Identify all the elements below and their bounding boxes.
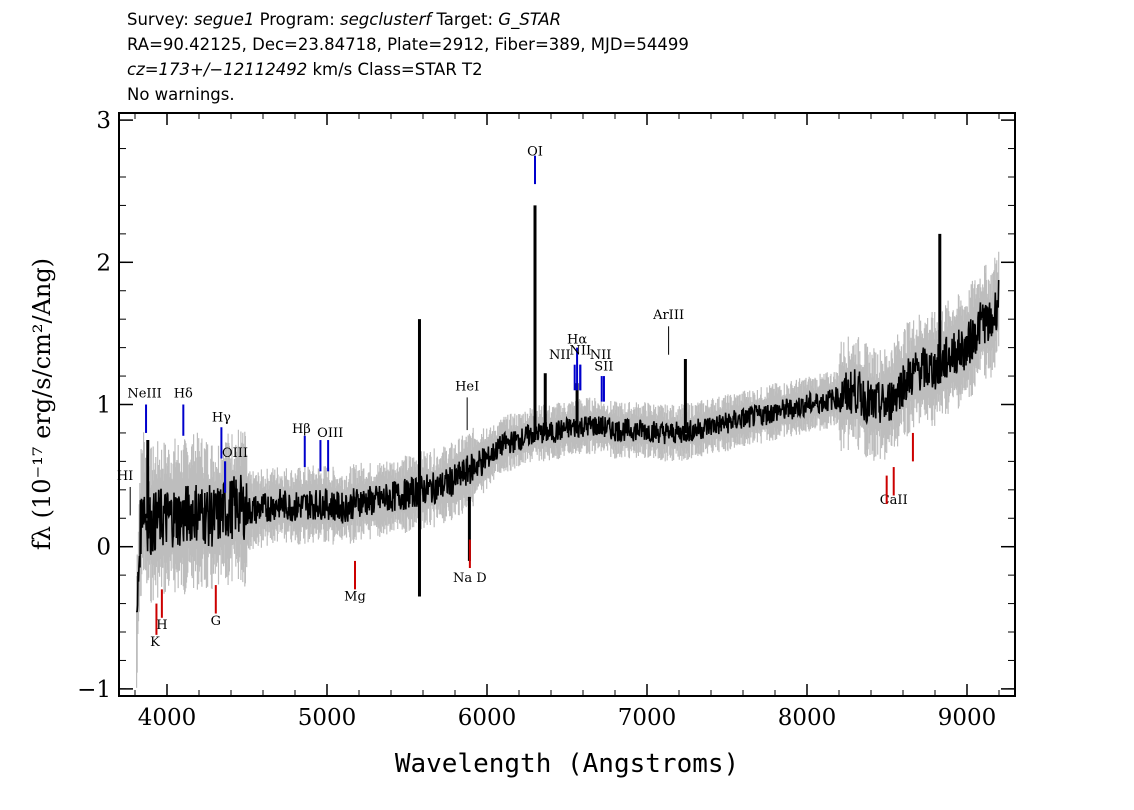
- line-label: HI: [117, 469, 133, 484]
- survey-value: segue1: [194, 10, 255, 29]
- target-value: G_STAR: [498, 10, 562, 29]
- line-label: Mg: [344, 590, 366, 605]
- line-label: G: [211, 614, 221, 629]
- line-label: ArIII: [652, 308, 684, 323]
- target-label: Target:: [436, 10, 494, 29]
- line-label: NII: [590, 348, 612, 363]
- header-line-1: Survey: segue1 Program: segclusterf Targ…: [127, 10, 561, 30]
- redshift-value: cz=173+/−12112492: [127, 60, 308, 79]
- header-line-3: cz=173+/−12112492 km/s Class=STAR T2: [127, 60, 483, 80]
- axes: 4000 5000 6000 7000 8000 9000 −1 0 1 2 3: [77, 108, 1015, 731]
- y-tick-label: 1: [96, 393, 111, 419]
- line-label: Hβ: [292, 422, 311, 437]
- line-label: CaII: [880, 493, 908, 508]
- x-tick-label: 7000: [618, 705, 677, 731]
- line-label: Hγ: [212, 411, 231, 426]
- x-axis-label: Wavelength (Angstroms): [395, 749, 739, 779]
- line-label: H: [156, 618, 167, 633]
- line-label: NII: [569, 344, 591, 359]
- program-value: segclusterf: [340, 10, 432, 29]
- y-tick-label: 2: [96, 250, 111, 276]
- line-label: SII: [594, 359, 613, 374]
- line-label: HeI: [455, 379, 479, 394]
- line-label: Hδ: [174, 386, 193, 401]
- x-tick-label: 9000: [938, 705, 997, 731]
- x-tick-label: 5000: [298, 705, 357, 731]
- class-text: km/s Class=STAR T2: [307, 60, 483, 79]
- line-label: OI: [527, 145, 543, 160]
- y-tick-label: −1: [77, 677, 111, 703]
- x-tick-label: 6000: [458, 705, 517, 731]
- flux-series: [135, 205, 1000, 613]
- error-band-path: [136, 251, 1000, 688]
- line-label: NeIII: [127, 386, 161, 401]
- line-label: Hα: [567, 332, 587, 347]
- y-axis-label: fλ (10⁻¹⁷ erg/s/cm²/Ang): [28, 258, 56, 550]
- line-label: K: [150, 635, 160, 650]
- line-label: OIII: [222, 446, 248, 461]
- survey-label: Survey:: [127, 10, 189, 29]
- x-tick-label: 8000: [778, 705, 837, 731]
- header-line-4: No warnings.: [127, 85, 235, 104]
- line-label: Na D: [453, 571, 487, 586]
- y-tick-label: 0: [96, 535, 111, 561]
- line-label: OIII: [317, 426, 343, 441]
- x-tick-label: 4000: [138, 705, 197, 731]
- error-band: [136, 251, 1000, 688]
- program-label: Program:: [259, 10, 335, 29]
- flux-line: [135, 279, 1000, 613]
- header-line-2: RA=90.42125, Dec=23.84718, Plate=2912, F…: [127, 35, 689, 54]
- line-label: NII: [549, 348, 571, 363]
- y-tick-label: 3: [96, 108, 111, 134]
